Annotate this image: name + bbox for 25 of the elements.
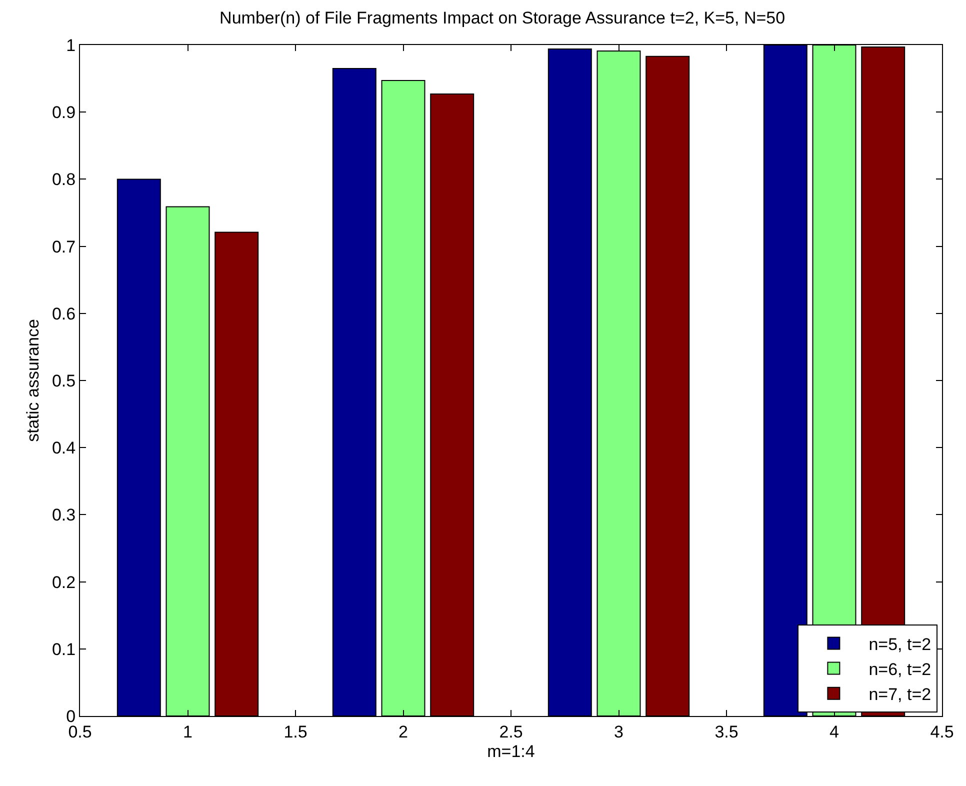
x-tick-label: 3.5 <box>714 722 738 742</box>
y-tick-label: 0.6 <box>52 304 76 324</box>
y-tick-label: 0.9 <box>52 103 76 122</box>
y-tick-label: 0.8 <box>52 170 76 190</box>
legend-label: n=5, t=2 <box>868 634 932 654</box>
x-tick-label: 4 <box>830 722 839 742</box>
legend-label: n=7, t=2 <box>868 685 932 704</box>
x-tick-label: 2 <box>398 722 408 742</box>
y-tick-label: 0 <box>66 706 76 726</box>
y-tick-label: 1 <box>66 36 76 55</box>
x-tick-label: 1 <box>183 722 192 742</box>
y-tick-label: 0.5 <box>52 371 76 390</box>
y-axis-title: static assurance <box>24 319 43 442</box>
x-tick-label: 4.5 <box>930 722 954 742</box>
y-tick-label: 0.3 <box>52 506 76 525</box>
legend-label: n=6, t=2 <box>868 660 932 679</box>
x-tick-label: 3 <box>614 722 624 742</box>
chart-title: Number(n) of File Fragments Impact on Storage Assurance t=2, K=5, N=50 <box>220 8 786 28</box>
x-tick-label: 2.5 <box>499 722 523 742</box>
x-tick-label: 1.5 <box>284 722 308 742</box>
y-tick-label: 0.1 <box>52 640 76 659</box>
y-tick-label: 0.7 <box>52 237 76 256</box>
x-axis-title: m=1:4 <box>487 742 535 761</box>
y-tick-label: 0.2 <box>52 572 76 592</box>
y-tick-label: 0.4 <box>52 438 76 458</box>
